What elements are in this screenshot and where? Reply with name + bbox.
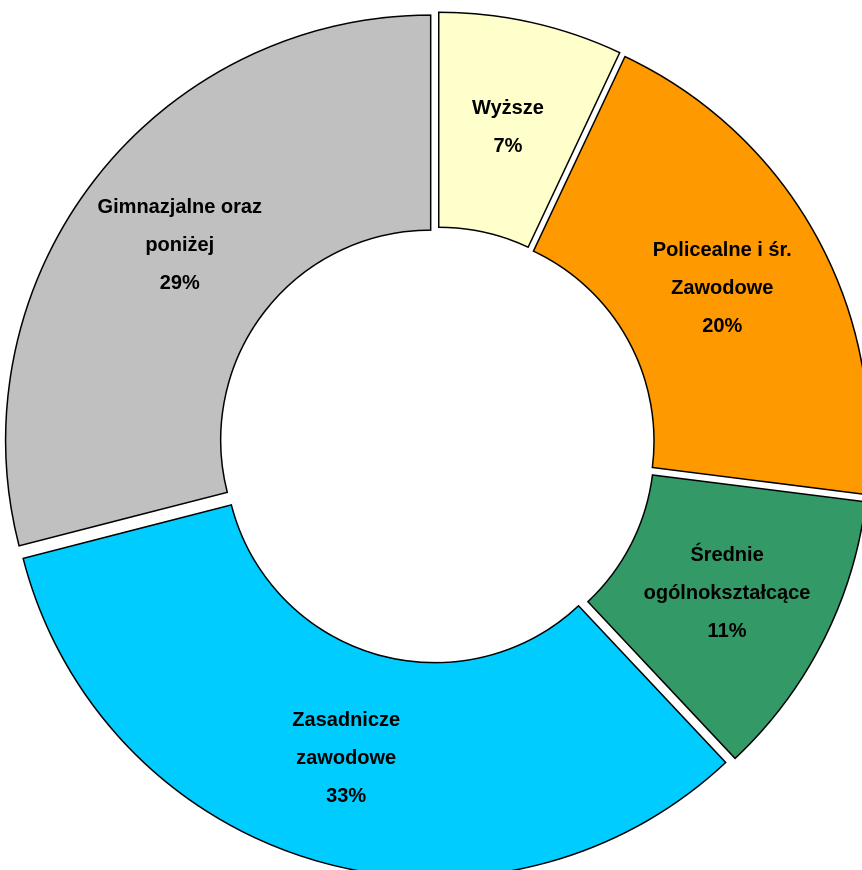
slice-label-box: Zasadnicze zawodowe 33% — [266, 693, 426, 823]
slice-label-box: Średnie ogólnokształcące 11% — [632, 528, 822, 658]
donut-slice — [532, 55, 862, 495]
donut-slice — [437, 11, 621, 249]
donut-slice — [586, 474, 862, 760]
slice-label-box: Wyższe 7% — [448, 62, 568, 192]
slice-label: Policealne i śr. Zawodowe 20% — [637, 223, 807, 353]
slice-label-box: Policealne i śr. Zawodowe 20% — [637, 223, 807, 353]
donut-slice — [4, 14, 432, 547]
value-label: 33% — [326, 784, 367, 807]
category-label: Średnie ogólnokształcące — [643, 543, 811, 604]
donut-slice — [22, 503, 727, 870]
slice-label: Średnie ogólnokształcące 11% — [632, 528, 822, 658]
slice-label: Wyższe 7% — [448, 62, 568, 192]
value-label: 20% — [702, 315, 743, 338]
value-label: 7% — [493, 135, 523, 158]
value-label: 29% — [159, 272, 200, 295]
category-label: Zasadnicze zawodowe — [292, 708, 401, 769]
category-label: Policealne i śr. Zawodowe — [652, 239, 792, 300]
value-label: 11% — [707, 619, 747, 642]
slice-label: Zasadnicze zawodowe 33% — [266, 693, 426, 823]
category-label: Gimnazjalne oraz poniżej — [97, 196, 263, 257]
slice-label: Gimnazjalne oraz poniżej 29% — [85, 180, 275, 310]
slice-label-box: Gimnazjalne oraz poniżej 29% — [85, 180, 275, 310]
category-label: Wyższe — [472, 97, 544, 120]
